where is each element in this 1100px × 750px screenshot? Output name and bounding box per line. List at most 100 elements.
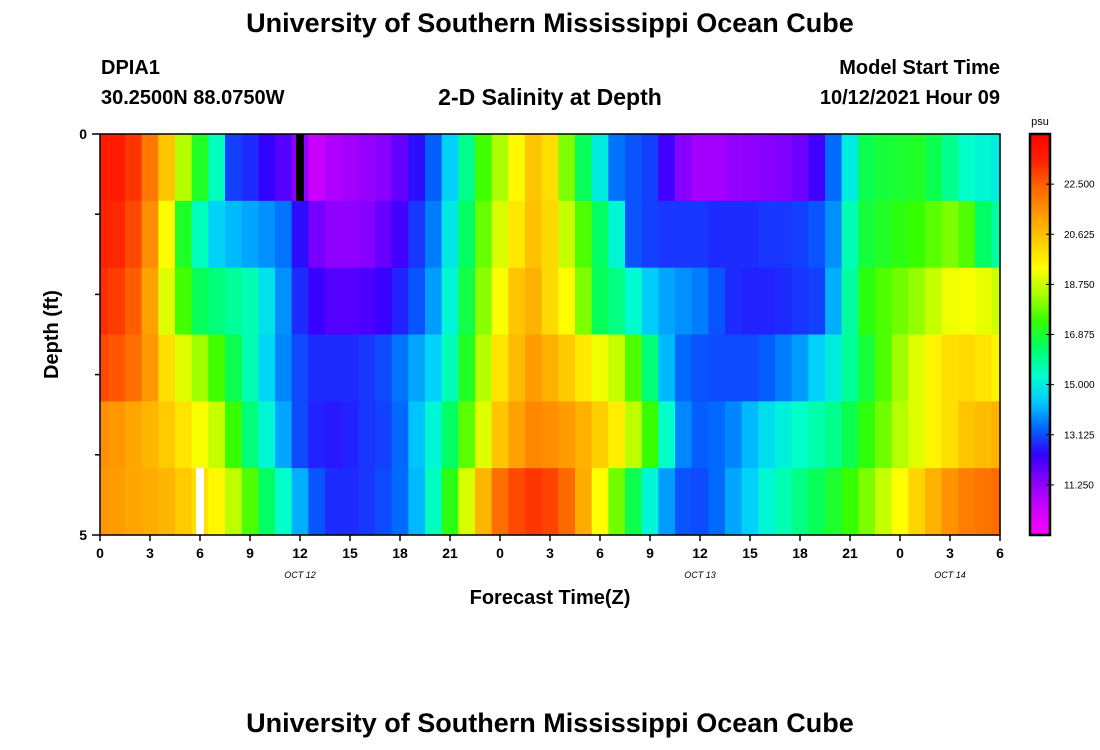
heatmap-cell [225,468,243,536]
heatmap-cell [275,134,293,202]
heatmap-cell [275,401,293,469]
heatmap-cell [258,401,276,469]
heatmap-cell [141,134,159,202]
heatmap-cell [475,200,493,269]
heatmap-cell [458,401,476,469]
heatmap-cell [375,200,393,269]
missing-data-markers [196,134,304,535]
heatmap-cell [975,267,993,336]
x-tick-label: 18 [392,545,408,561]
heatmap-cell [341,134,359,202]
heatmap-cell [100,334,109,402]
heatmap-cell [641,267,659,336]
heatmap-cell [100,468,109,536]
heatmap-cell [891,134,909,202]
heatmap-cell [108,200,126,269]
x-tick-label: 3 [946,545,954,561]
colorbar-tick-label: 15.000 [1064,380,1095,391]
heatmap-cell [341,200,359,269]
heatmap-cell [791,134,809,202]
heatmap-cell [391,334,409,402]
x-tick-label: 15 [342,545,358,561]
heatmap-cell [275,468,293,536]
heatmap-cell [725,267,743,336]
heatmap-cell [591,468,609,536]
heatmap-cell [741,468,759,536]
heatmap-cell [708,200,726,269]
heatmap-cell [708,401,726,469]
heatmap-cell [425,401,443,469]
heatmap-cell [441,468,459,536]
heatmap-cell [541,134,559,202]
heatmap-cell [458,334,476,402]
heatmap-cell [691,468,709,536]
heatmap-cell [391,401,409,469]
heatmap-cell [375,401,393,469]
heatmap-cell [858,401,876,469]
heatmap-cell [775,334,793,402]
heatmap-cell [141,200,159,269]
heatmap-cell [508,200,526,269]
heatmap-cell [358,401,376,469]
heatmap-cell [758,200,776,269]
y-axis-label: Depth (ft) [41,290,63,379]
heatmap-cell [941,401,959,469]
heatmap-cell [891,468,909,536]
heatmap-cell [225,267,243,336]
heatmap-cell [841,401,859,469]
heatmap-cell [475,401,493,469]
heatmap-cell [508,468,526,536]
heatmap-cell [141,267,159,336]
heatmap-cell [708,334,726,402]
heatmap-cell [891,334,909,402]
heatmap-cell [158,401,176,469]
heatmap-cell [141,401,159,469]
heatmap-cell [741,401,759,469]
colorbar-tick-label: 11.250 [1064,480,1094,491]
salinity-heatmap-chart: 0 3 6 9 12 15 18 21 0 3 6 9 12 15 18 21 0 3 6 OCT 12 OCT 13 O… [41,116,1095,609]
heatmap-cell [575,401,593,469]
heatmap-cell [975,134,993,202]
heatmap-cell [691,267,709,336]
heatmap-cell [591,134,609,202]
heatmap-cell [158,134,176,202]
x-tick-label: 12 [692,545,708,561]
heatmap-cell [375,334,393,402]
heatmap-cell [875,267,893,336]
heatmap-cell [100,200,109,269]
heatmap-cell [408,134,426,202]
heatmap-cell [975,468,993,536]
heatmap-cell [625,267,643,336]
heatmap-cell [241,134,259,202]
heatmap-cell [758,267,776,336]
heatmap-cell [208,468,226,536]
heatmap-cell [925,334,943,402]
model-start-label: Model Start Time [839,57,1000,79]
y-tick-label: 5 [79,527,87,543]
heatmap-cell [275,200,293,269]
heatmap-cell [141,468,159,536]
heatmap-cell [341,468,359,536]
heatmap-cell [325,267,343,336]
heatmap-cell [191,200,209,269]
heatmap-cell [941,200,959,269]
heatmap-cell [758,334,776,402]
heatmap-cell [658,200,676,269]
heatmap-cell [391,200,409,269]
heatmap-cell [741,334,759,402]
heatmap-cell [775,267,793,336]
heatmap-cell [291,200,309,269]
heatmap-cell [308,200,326,269]
heatmap-cell [975,334,993,402]
heatmap-cell [841,200,859,269]
x-axis: 0 3 6 9 12 15 18 21 0 3 6 9 12 15 18 21 0 3 6 OCT 12 OCT 13 O… [96,535,1004,580]
heatmap-cell [625,134,643,202]
heatmap-cell [725,401,743,469]
heatmap-cell [841,267,859,336]
heatmap-cell [375,468,393,536]
heatmap-cell [491,267,509,336]
heatmap-cell [741,200,759,269]
heatmap-cell [291,468,309,536]
heatmap-cell [641,468,659,536]
heatmap-cell [608,134,626,202]
